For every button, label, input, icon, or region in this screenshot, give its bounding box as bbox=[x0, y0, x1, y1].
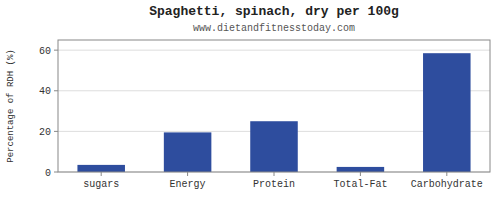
tick-label: 0 bbox=[45, 168, 51, 179]
tick-mark bbox=[446, 172, 447, 176]
tick-mark bbox=[54, 131, 58, 132]
tick-label: sugars bbox=[83, 179, 119, 190]
tick-mark bbox=[54, 50, 58, 51]
y-axis-label: Percentage of RDH (%) bbox=[6, 49, 16, 162]
subtitle: www.dietandfitnesstoday.com bbox=[193, 23, 355, 34]
tick-mark bbox=[101, 172, 102, 176]
tick-mark bbox=[187, 172, 188, 176]
tick-label: Total-Fat bbox=[333, 179, 387, 190]
tick-label: 20 bbox=[39, 127, 51, 138]
grid-line bbox=[58, 50, 490, 51]
bar bbox=[250, 121, 298, 172]
tick-mark bbox=[360, 172, 361, 176]
tick-mark bbox=[54, 90, 58, 91]
tick-mark bbox=[274, 172, 275, 176]
bar bbox=[337, 167, 385, 172]
tick-label: Carbohydrate bbox=[411, 179, 483, 190]
tick-label: 40 bbox=[39, 86, 51, 97]
bar bbox=[77, 165, 125, 172]
plot-area bbox=[58, 40, 490, 172]
tick-label: Energy bbox=[170, 179, 206, 190]
bar bbox=[423, 53, 471, 172]
tick-label: 60 bbox=[39, 46, 51, 57]
tick-label: Protein bbox=[253, 179, 295, 190]
bar bbox=[164, 132, 212, 172]
chart: Spaghetti, spinach, dry per 100g www.diet… bbox=[0, 0, 500, 200]
plot-frame bbox=[58, 40, 490, 172]
bars bbox=[77, 53, 470, 172]
tick-mark bbox=[54, 172, 58, 173]
title: Spaghetti, spinach, dry per 100g bbox=[149, 4, 399, 19]
